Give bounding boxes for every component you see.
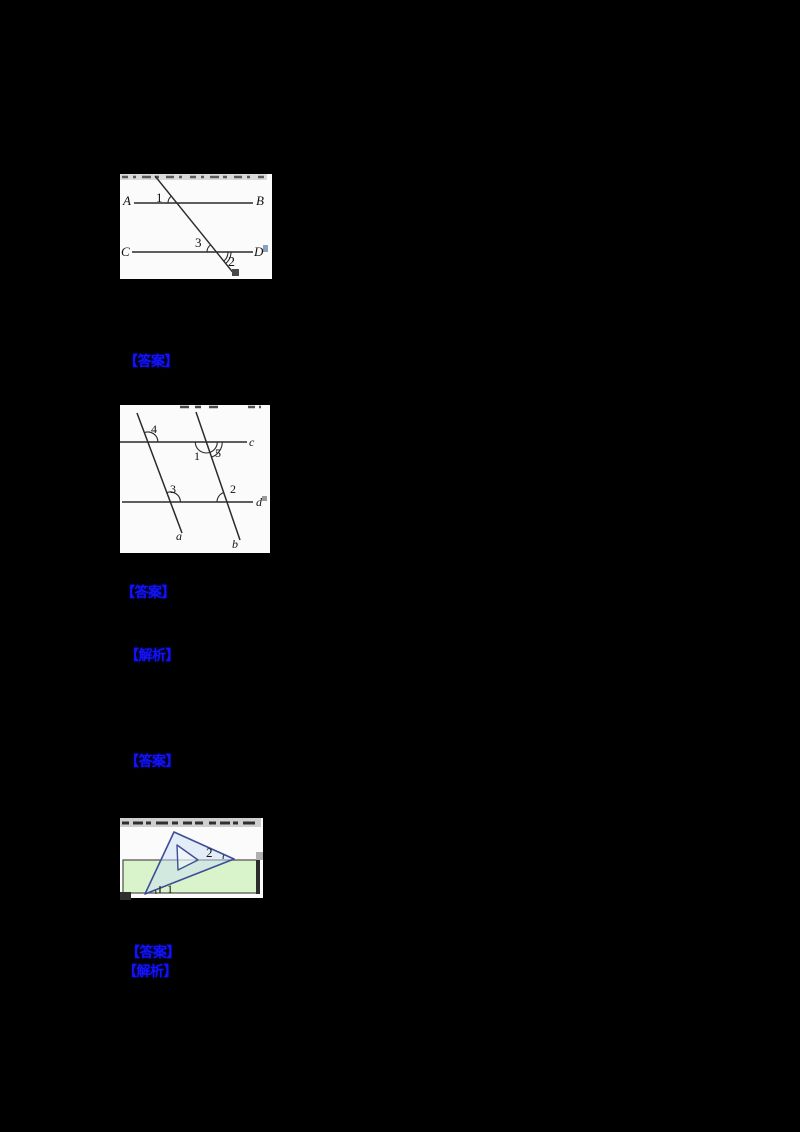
angle3-arc <box>206 244 211 253</box>
angle2-arc-inner <box>223 251 229 262</box>
set-square-triangle <box>144 831 235 895</box>
transversal-line <box>154 175 236 276</box>
answer-label-5: 【答案】 <box>126 944 181 960</box>
angle-label-1: 1 <box>194 449 200 463</box>
edge-artifact <box>263 245 268 252</box>
line-label-a: a <box>176 529 182 543</box>
angle-label-2: 2 <box>228 255 235 270</box>
angle-label-1: 1 <box>167 882 173 896</box>
figure2-background <box>120 405 270 553</box>
angle1-arc <box>194 441 218 454</box>
answer-label-2: 【答案】 <box>121 584 176 600</box>
angle5-arc <box>211 441 223 458</box>
answer-label-6: 【解析】 <box>123 963 178 979</box>
answer-label-3: 【解析】 <box>125 647 180 663</box>
angle2-arc <box>222 854 225 860</box>
angle1-arc <box>167 195 172 204</box>
figure1-svg: A B C D 1 3 2 <box>120 174 272 279</box>
point-label-a: A <box>122 193 131 208</box>
angle-label-3: 3 <box>195 235 202 250</box>
angle4-arc <box>144 431 159 443</box>
point-label-c: C <box>121 244 130 259</box>
line-label-c: c <box>249 435 255 449</box>
answer-label-1: 【答案】 <box>124 353 179 369</box>
ruler-right-edge-shadow <box>256 859 260 894</box>
transversal-a <box>136 412 183 534</box>
figure-parallel-lines-ab-cd: A B C D 1 3 2 <box>120 174 272 279</box>
point-label-b: B <box>256 193 264 208</box>
transversal-b <box>195 411 241 541</box>
figure3-svg: 2 1 <box>120 818 263 900</box>
angle-label-2: 2 <box>206 845 213 860</box>
transversal-end-artifact <box>232 269 239 276</box>
angle-label-1: 1 <box>156 190 163 205</box>
angle-label-2: 2 <box>230 482 236 496</box>
edge-artifact <box>256 852 263 860</box>
line-label-b: b <box>232 537 238 551</box>
angle-label-4: 4 <box>151 422 157 436</box>
angle2-arc-outer <box>225 251 232 265</box>
point-label-d: D <box>253 244 264 259</box>
angle2-arc <box>216 491 225 503</box>
answer-label-4: 【答案】 <box>125 753 180 769</box>
corner-artifact <box>120 892 131 900</box>
angle-label-3: 3 <box>170 482 176 496</box>
angle3-arc <box>166 491 181 503</box>
figure-parallel-lines-c-d: c d a b 4 1 5 3 2 <box>120 405 270 553</box>
line-label-d: d <box>256 495 263 509</box>
angle-label-5: 5 <box>215 446 221 460</box>
figure-set-square-on-ruler: 2 1 <box>120 818 263 900</box>
figure2-svg: c d a b 4 1 5 3 2 <box>120 405 270 553</box>
set-square-hole <box>176 844 199 871</box>
angle1-arc <box>154 889 157 895</box>
edge-artifact <box>262 496 267 501</box>
